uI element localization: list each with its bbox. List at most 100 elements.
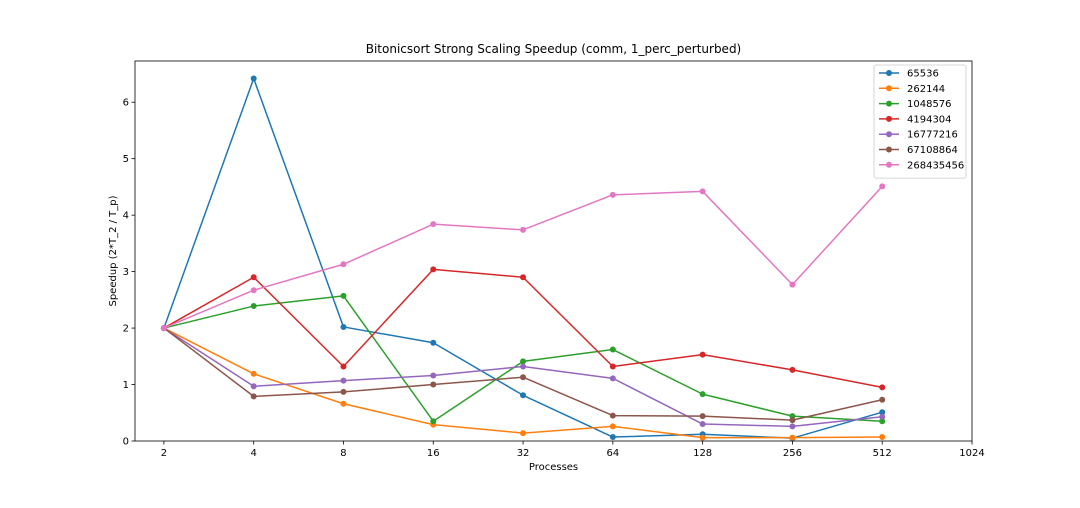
data-point xyxy=(250,75,257,82)
legend-swatch-marker xyxy=(886,146,892,153)
series-layer xyxy=(160,75,886,442)
data-point xyxy=(250,274,257,281)
x-tick-label: 32 xyxy=(517,448,530,459)
legend-label: 16777216 xyxy=(907,130,958,141)
data-point xyxy=(879,384,886,391)
data-point xyxy=(879,418,886,425)
data-point xyxy=(340,388,347,395)
data-point xyxy=(520,363,527,370)
legend-item: 67108864 xyxy=(879,145,958,156)
x-tick-label: 8 xyxy=(340,448,346,459)
legend-swatch-marker xyxy=(886,85,892,92)
legend-label: 65536 xyxy=(907,69,939,80)
data-point xyxy=(250,393,257,400)
legend-item: 65536 xyxy=(879,69,939,80)
x-axis: 2 4 8 16 32 64 128 256 512 1024 xyxy=(161,441,985,459)
data-point xyxy=(340,323,347,330)
data-point xyxy=(520,274,527,281)
legend-item: 268435456 xyxy=(879,160,964,171)
data-point xyxy=(699,421,706,428)
legend-item: 16777216 xyxy=(879,130,958,141)
y-tick-label: 0 xyxy=(123,437,129,448)
x-tick-label: 2 xyxy=(161,448,167,459)
y-axis: 0 1 2 3 4 5 6 xyxy=(123,98,135,448)
data-point xyxy=(430,221,437,228)
y-tick-label: 3 xyxy=(123,267,129,278)
legend-label: 4194304 xyxy=(907,114,952,125)
legend-label: 262144 xyxy=(907,84,945,95)
data-point xyxy=(789,417,796,424)
data-point xyxy=(879,413,886,420)
legend-item: 262144 xyxy=(879,84,945,95)
legend-label: 1048576 xyxy=(907,99,952,110)
data-point xyxy=(520,374,527,381)
x-tick-label: 512 xyxy=(873,448,892,459)
y-tick-label: 2 xyxy=(123,324,129,335)
y-tick-label: 4 xyxy=(123,211,129,222)
data-point xyxy=(609,434,616,441)
data-point xyxy=(250,383,257,390)
data-point xyxy=(699,391,706,398)
y-tick-label: 1 xyxy=(123,380,129,391)
data-point xyxy=(430,266,437,273)
legend-swatch-marker xyxy=(886,70,892,76)
data-point xyxy=(340,377,347,384)
x-tick-label: 16 xyxy=(427,448,440,459)
data-point xyxy=(789,423,796,430)
series-268435456 xyxy=(160,183,886,332)
data-point xyxy=(699,413,706,420)
data-point xyxy=(699,434,706,441)
data-point xyxy=(609,423,616,430)
data-point xyxy=(430,381,437,388)
data-point xyxy=(250,370,257,377)
data-point xyxy=(609,346,616,353)
x-tick-label: 1024 xyxy=(959,448,984,459)
data-point xyxy=(609,375,616,382)
data-point xyxy=(430,372,437,379)
legend-swatch-marker xyxy=(886,100,892,107)
series-1048576 xyxy=(160,292,886,425)
legend-label: 67108864 xyxy=(907,145,958,156)
x-axis-label: Processes xyxy=(529,462,578,473)
legend-item: 4194304 xyxy=(879,114,952,125)
data-point xyxy=(879,183,886,190)
legend-label: 268435456 xyxy=(907,160,964,171)
data-point xyxy=(340,261,347,268)
chart-title: Bitonicsort Strong Scaling Speedup (comm… xyxy=(366,42,742,56)
legend-swatch-marker xyxy=(886,131,892,138)
data-point xyxy=(789,366,796,373)
y-axis-label: Speedup (2*T_2 / T_p) xyxy=(108,195,119,306)
data-point xyxy=(789,434,796,441)
data-point xyxy=(609,363,616,370)
data-point xyxy=(609,412,616,419)
legend-swatch-marker xyxy=(886,115,892,122)
data-point xyxy=(879,396,886,403)
data-point xyxy=(520,358,527,365)
data-point xyxy=(520,226,527,233)
x-tick-label: 64 xyxy=(606,448,619,459)
legend-item: 1048576 xyxy=(879,99,952,110)
x-tick-label: 128 xyxy=(693,448,712,459)
data-point xyxy=(520,430,527,437)
series-4194304 xyxy=(160,266,886,391)
data-point xyxy=(250,287,257,294)
data-point xyxy=(789,281,796,288)
data-point xyxy=(340,400,347,407)
data-point xyxy=(430,418,437,425)
data-point xyxy=(340,292,347,299)
data-point xyxy=(609,191,616,198)
data-point xyxy=(520,392,527,399)
y-tick-label: 6 xyxy=(123,98,129,109)
x-tick-label: 256 xyxy=(783,448,802,459)
data-point xyxy=(699,188,706,195)
legend-swatch-marker xyxy=(886,161,892,168)
data-point xyxy=(250,303,257,310)
axes-frame xyxy=(134,60,973,442)
data-point xyxy=(699,351,706,358)
data-point xyxy=(340,363,347,370)
data-point xyxy=(879,409,886,416)
data-point xyxy=(430,339,437,346)
data-point xyxy=(160,325,167,332)
